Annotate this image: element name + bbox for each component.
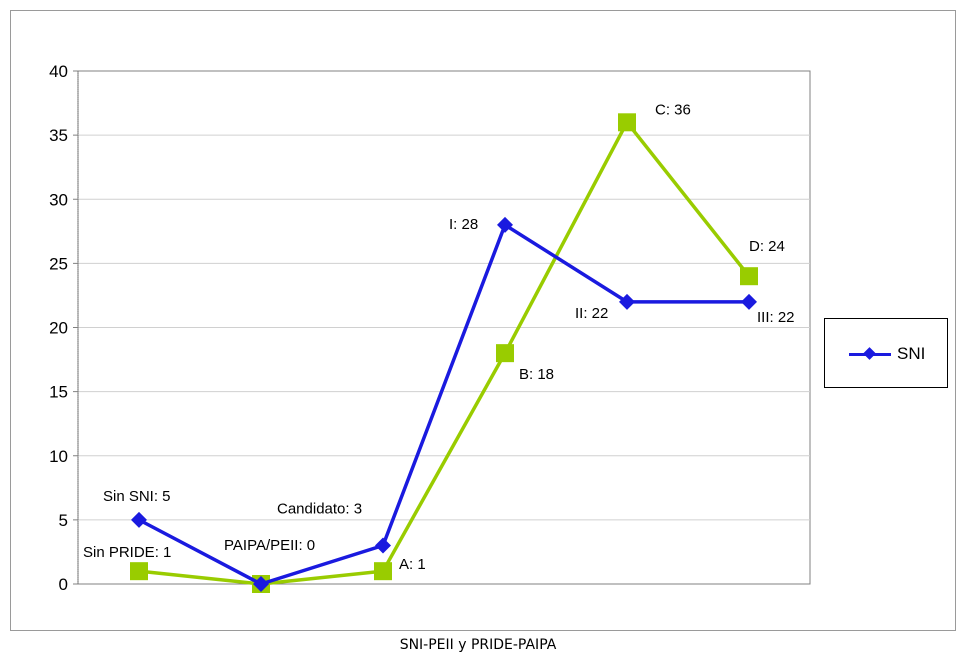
- grid-lines: [78, 134, 810, 521]
- data-point-diamond: [253, 576, 269, 592]
- data-point-square: [618, 113, 636, 132]
- legend-diamond-marker: [863, 347, 876, 360]
- series-line-1: [138, 120, 751, 586]
- data-label: A: 1: [399, 556, 426, 573]
- data-label: I: 28: [449, 216, 478, 233]
- y-tick-label: 35: [49, 126, 68, 145]
- y-axis: 0 5 10 15 20 25 30 35 40: [49, 62, 79, 594]
- y-tick-label: 5: [59, 511, 68, 530]
- y-tick-label: 30: [49, 190, 68, 209]
- series-layer: [130, 113, 758, 593]
- data-point-diamond: [375, 537, 391, 554]
- legend-label-sni: SNI: [897, 344, 926, 363]
- y-tick-label: 20: [49, 319, 68, 338]
- data-label: C: 36: [655, 101, 691, 118]
- data-point-diamond: [619, 293, 635, 310]
- data-point-square: [130, 562, 148, 581]
- data-point-diamond: [497, 216, 513, 233]
- data-label: Sin SNI: 5: [103, 488, 171, 505]
- data-point-square: [496, 344, 514, 363]
- data-label: Candidato: 3: [277, 501, 362, 518]
- y-tick-label: 40: [49, 62, 68, 81]
- data-point-diamond: [741, 293, 757, 310]
- legend: SNI: [824, 318, 948, 388]
- data-label: II: 22: [575, 305, 608, 322]
- data-label: D: 24: [749, 238, 785, 255]
- data-point-square: [740, 267, 758, 286]
- data-label: B: 18: [519, 366, 554, 383]
- data-label: III: 22: [757, 309, 795, 326]
- y-tick-label: 0: [59, 575, 68, 594]
- y-tick-label: 25: [49, 254, 68, 273]
- y-tick-label: 15: [49, 383, 68, 402]
- data-point-square: [374, 562, 392, 581]
- data-label: Sin PRIDE: 1: [83, 544, 171, 561]
- series-line-0: [138, 223, 749, 586]
- y-tick-label: 10: [49, 447, 68, 466]
- chart-caption: SNI-PEII y PRIDE-PAIPA: [399, 637, 557, 653]
- data-point-diamond: [131, 511, 147, 528]
- data-label: PAIPA/PEII: 0: [224, 537, 315, 554]
- data-labels: Sin PRIDE: 1 PAIPA/PEII: 0 A: 1 B: 18 C: 36 D…: [83, 101, 795, 573]
